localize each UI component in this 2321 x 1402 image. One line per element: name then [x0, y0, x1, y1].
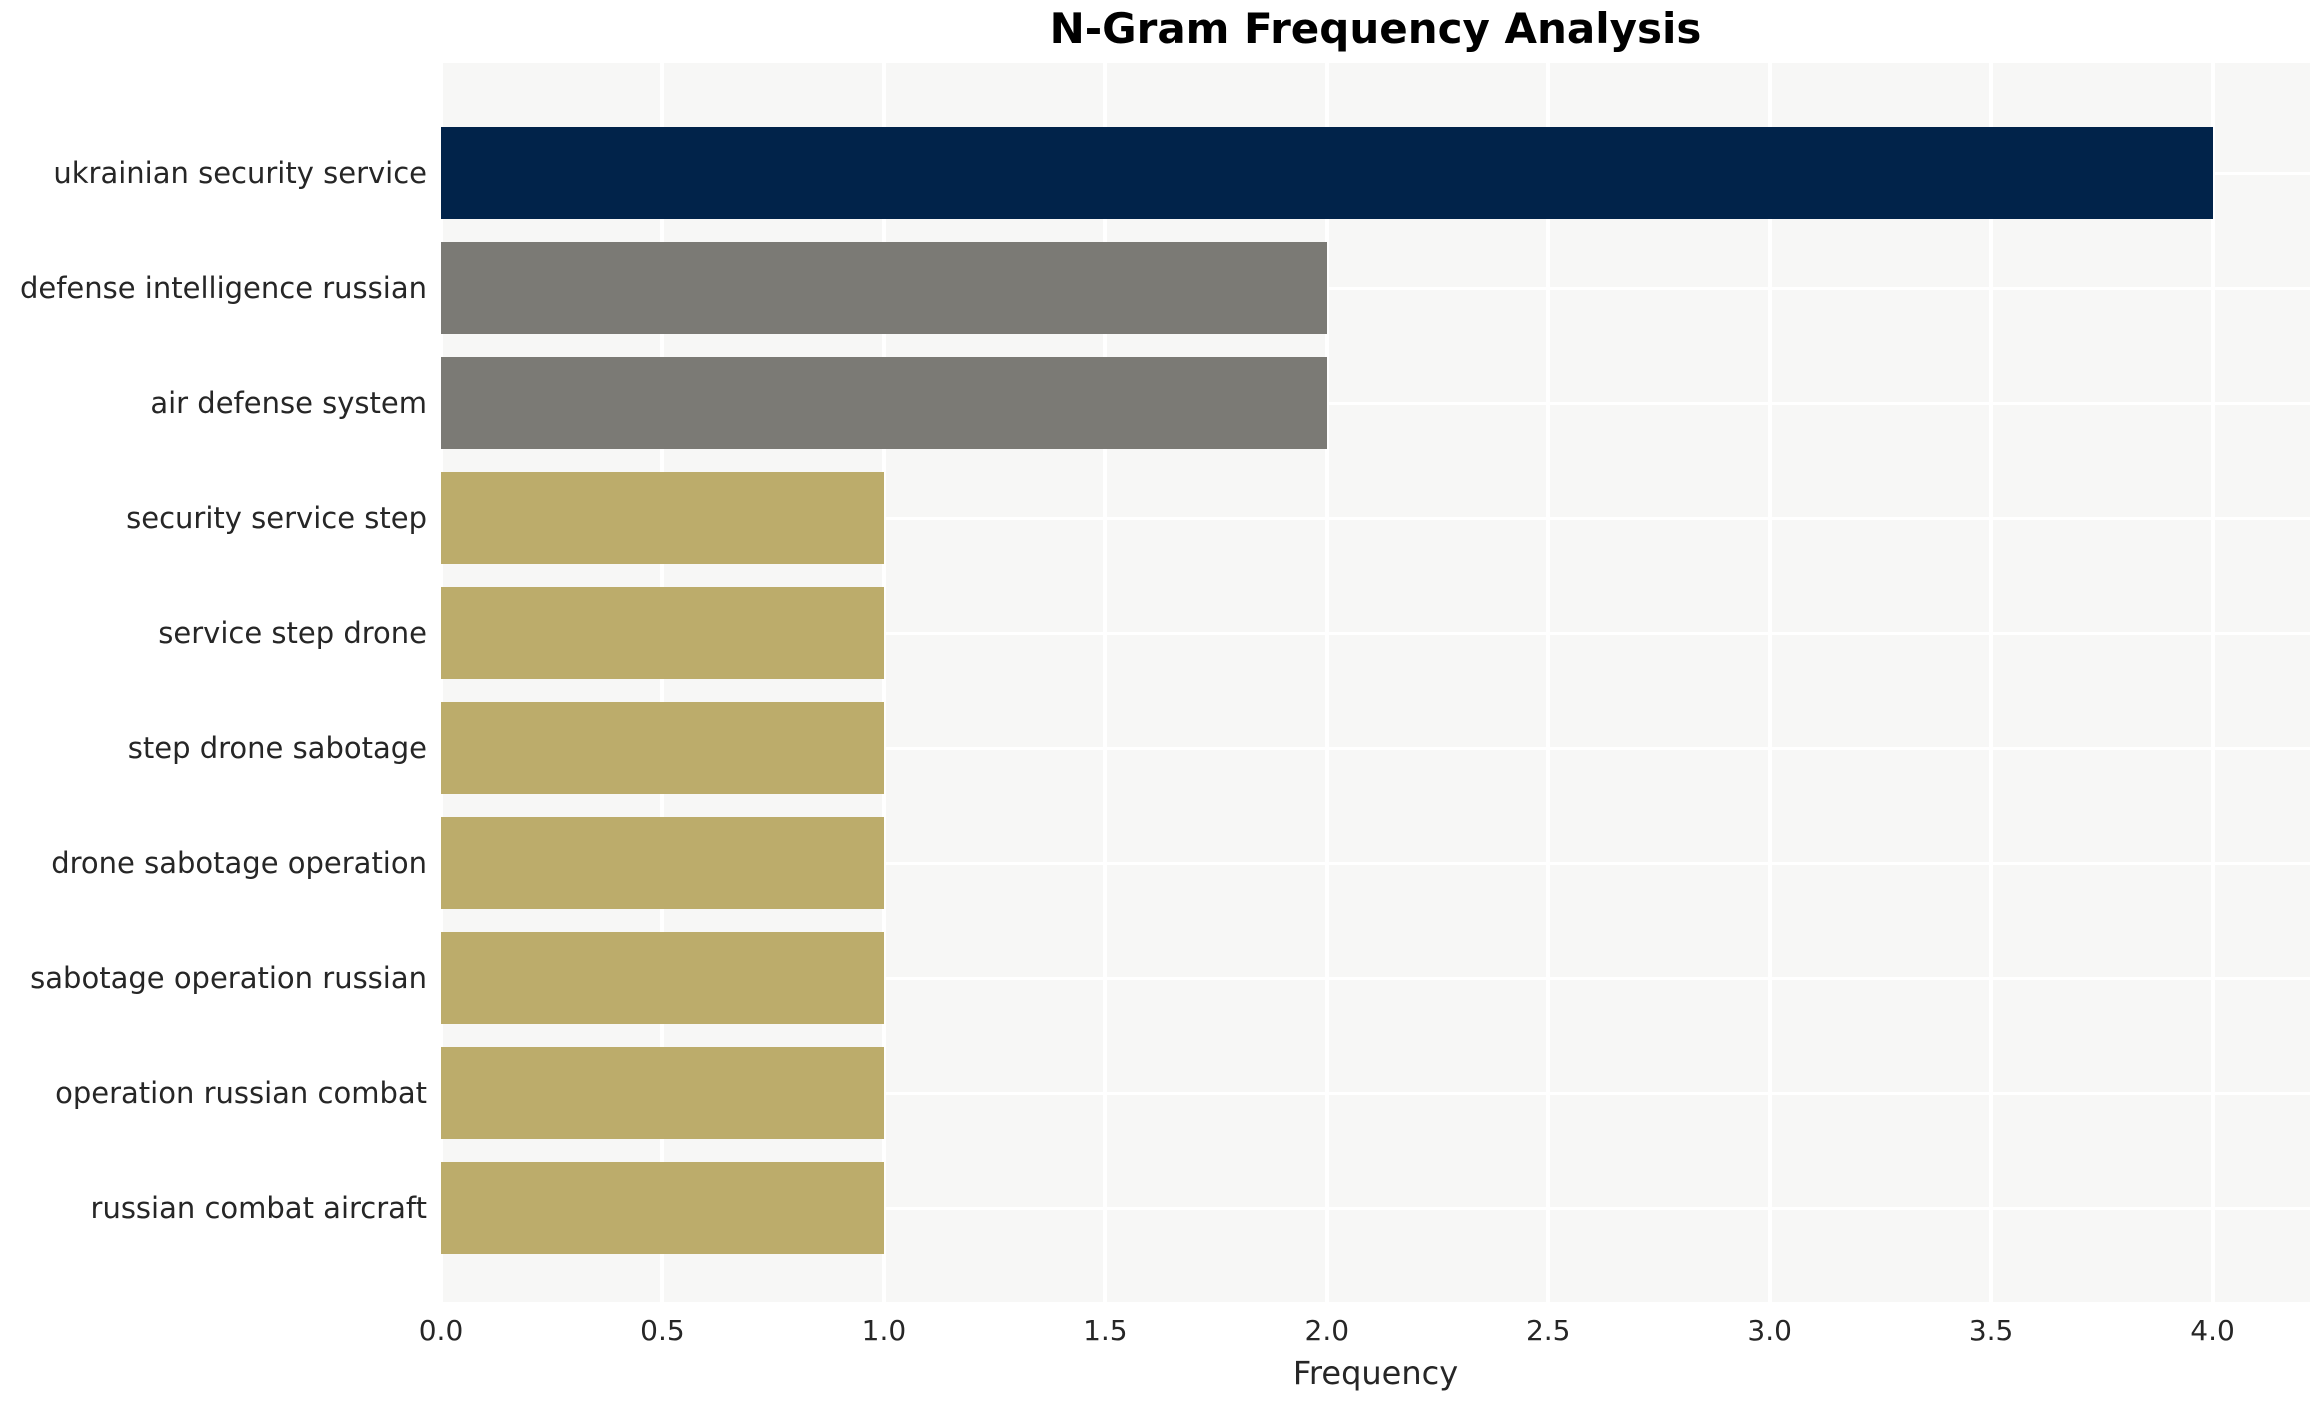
v-gridline: [1767, 63, 1772, 1302]
v-gridline: [881, 63, 886, 1302]
h-gridline: [441, 286, 2310, 290]
x-tick-label: 1.5: [1083, 1314, 1128, 1347]
bars-layer: [441, 63, 2310, 1302]
x-tick-label: 0.5: [640, 1314, 685, 1347]
y-tick-label: security service step: [126, 500, 427, 535]
x-tick-label: 2.5: [1525, 1314, 1571, 1347]
v-gridline: [660, 63, 665, 1302]
chart-title: N-Gram Frequency Analysis: [1049, 4, 1702, 53]
h-gridline: [441, 746, 2310, 750]
h-gridline: [441, 1091, 2310, 1095]
bar: [441, 586, 884, 679]
gridline-layer: [439, 63, 2310, 1302]
bar: [441, 701, 884, 794]
bar: [441, 356, 1327, 449]
h-gridline: [441, 861, 2310, 865]
v-gridline: [2210, 63, 2215, 1302]
bar: [441, 1161, 884, 1254]
bar: [441, 931, 884, 1024]
y-tick-label: operation russian combat: [55, 1075, 427, 1110]
y-tick-label: drone sabotage operation: [51, 845, 427, 880]
y-axis-labels: ukrainian security service defense intell…: [0, 63, 441, 1302]
v-gridline: [1546, 63, 1551, 1302]
y-tick-label: service step drone: [158, 615, 427, 650]
x-tick-label: 0.0: [418, 1314, 464, 1347]
x-tick-label: 4.0: [2190, 1314, 2235, 1347]
plot-area: [439, 63, 2310, 1302]
v-gridline: [1989, 63, 1994, 1302]
h-gridline: [441, 516, 2310, 520]
h-gridline: [441, 631, 2310, 635]
v-gridline: [439, 63, 443, 1302]
y-tick-label: step drone sabotage: [127, 730, 427, 765]
bar: [441, 816, 884, 909]
x-tick-label: 1.0: [861, 1314, 907, 1347]
h-gridline: [441, 976, 2310, 980]
h-gridline: [441, 401, 2310, 405]
h-gridline: [441, 1206, 2310, 1210]
bar: [441, 471, 884, 564]
bar: [441, 241, 1327, 334]
y-tick-label: defense intelligence russian: [19, 270, 427, 305]
x-axis-ticks: 0.0 0.5 1.0 1.5 2.0 2.5 3.0 3.5 4.0: [419, 1314, 2310, 1350]
x-tick-label: 3.0: [1747, 1314, 1792, 1347]
bar: [441, 126, 2213, 219]
x-tick-label: 2.0: [1304, 1314, 1350, 1347]
v-gridline: [1103, 63, 1108, 1302]
bar: [441, 1046, 884, 1139]
y-tick-label: russian combat aircraft: [90, 1190, 427, 1225]
y-tick-label: air defense system: [150, 385, 427, 420]
y-tick-label: sabotage operation russian: [30, 960, 427, 995]
x-axis-label: Frequency: [1292, 1354, 1459, 1392]
y-tick-label: ukrainian security service: [53, 155, 427, 190]
v-gridline: [1324, 63, 1329, 1302]
x-tick-label: 3.5: [1968, 1314, 2014, 1347]
